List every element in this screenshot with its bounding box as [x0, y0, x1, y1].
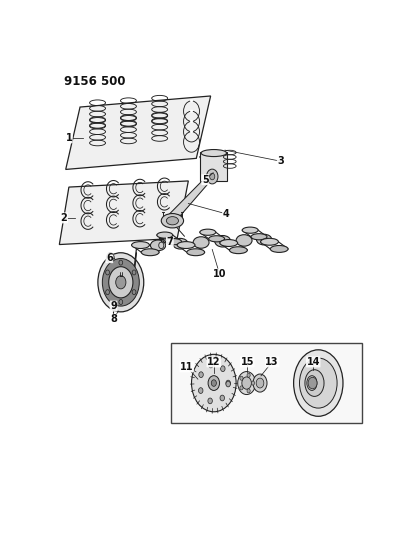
Text: 12: 12: [207, 357, 221, 367]
Text: 11: 11: [180, 362, 194, 372]
Circle shape: [220, 395, 224, 401]
Circle shape: [242, 377, 252, 389]
Text: 9156 500: 9156 500: [64, 76, 126, 88]
Ellipse shape: [166, 239, 182, 245]
Ellipse shape: [200, 229, 216, 235]
Text: 6: 6: [106, 253, 113, 263]
Circle shape: [308, 377, 317, 389]
Text: 7: 7: [166, 238, 173, 247]
Circle shape: [256, 378, 264, 388]
Circle shape: [102, 259, 139, 306]
Ellipse shape: [173, 238, 188, 249]
Ellipse shape: [177, 241, 195, 248]
Ellipse shape: [261, 238, 278, 245]
Circle shape: [211, 380, 216, 386]
Circle shape: [98, 253, 144, 312]
Text: 13: 13: [266, 357, 279, 367]
Ellipse shape: [132, 241, 150, 248]
Ellipse shape: [270, 246, 288, 253]
Text: 10: 10: [213, 269, 226, 279]
Circle shape: [199, 372, 203, 377]
Circle shape: [240, 376, 243, 380]
Circle shape: [247, 389, 250, 393]
Ellipse shape: [300, 358, 337, 408]
Text: 1: 1: [65, 133, 72, 143]
Ellipse shape: [236, 235, 252, 246]
Ellipse shape: [242, 227, 258, 233]
Circle shape: [252, 381, 254, 385]
Circle shape: [106, 270, 109, 275]
Ellipse shape: [193, 237, 209, 248]
Circle shape: [119, 260, 123, 265]
Circle shape: [240, 386, 243, 390]
Text: 4: 4: [222, 209, 229, 219]
Text: 9: 9: [110, 301, 117, 311]
Circle shape: [238, 372, 256, 394]
Polygon shape: [59, 181, 188, 245]
Text: 3: 3: [277, 156, 284, 166]
Ellipse shape: [166, 216, 178, 225]
Circle shape: [221, 366, 225, 372]
Circle shape: [159, 242, 164, 248]
Text: 8: 8: [110, 314, 117, 324]
Ellipse shape: [150, 240, 166, 251]
Ellipse shape: [157, 232, 173, 238]
Circle shape: [253, 374, 267, 392]
Ellipse shape: [209, 236, 224, 242]
Text: 5: 5: [202, 175, 209, 185]
Text: 2: 2: [61, 213, 67, 223]
Circle shape: [119, 300, 123, 304]
Circle shape: [247, 373, 250, 377]
Ellipse shape: [201, 150, 226, 157]
Circle shape: [208, 376, 219, 391]
Circle shape: [192, 354, 236, 412]
Ellipse shape: [215, 236, 231, 247]
Ellipse shape: [220, 239, 238, 246]
Circle shape: [116, 276, 126, 289]
Ellipse shape: [256, 235, 272, 245]
Circle shape: [132, 270, 136, 275]
Circle shape: [106, 290, 109, 295]
Text: 15: 15: [240, 357, 254, 367]
Circle shape: [109, 266, 133, 298]
FancyBboxPatch shape: [201, 152, 227, 181]
Ellipse shape: [305, 370, 324, 397]
Circle shape: [199, 387, 203, 393]
Ellipse shape: [307, 376, 317, 391]
Text: 14: 14: [307, 357, 320, 367]
Ellipse shape: [161, 214, 184, 228]
Ellipse shape: [187, 249, 205, 256]
Ellipse shape: [141, 249, 159, 256]
Circle shape: [209, 362, 213, 368]
Ellipse shape: [293, 350, 343, 416]
Circle shape: [226, 381, 231, 387]
Ellipse shape: [251, 233, 267, 240]
Circle shape: [132, 290, 136, 295]
Circle shape: [106, 253, 114, 263]
Circle shape: [208, 398, 212, 404]
Polygon shape: [66, 96, 210, 169]
Ellipse shape: [229, 247, 247, 254]
Circle shape: [226, 380, 231, 386]
Bar: [171, 343, 362, 423]
Circle shape: [206, 169, 218, 184]
Circle shape: [210, 173, 215, 180]
Polygon shape: [166, 174, 216, 217]
